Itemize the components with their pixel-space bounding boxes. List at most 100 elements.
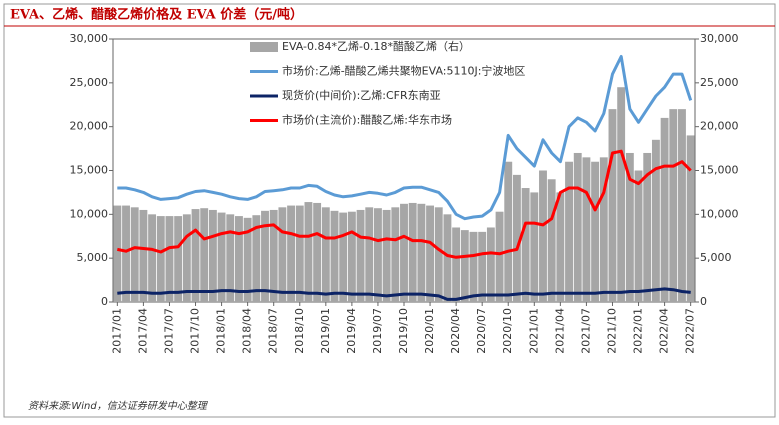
- bar: [200, 208, 209, 302]
- bar: [573, 152, 582, 302]
- y-tick-label: 15,000: [70, 164, 109, 177]
- x-tick-label: 2020/10: [501, 308, 514, 354]
- bar: [347, 211, 356, 302]
- bar: [217, 212, 226, 302]
- legend-label: EVA-0.84*乙烯-0.18*醋酸乙烯（右）: [282, 39, 470, 53]
- bar: [269, 209, 278, 302]
- x-tick-label: 2020/01: [423, 308, 436, 354]
- bar: [539, 170, 547, 302]
- bar: [278, 207, 287, 302]
- bar: [261, 210, 269, 302]
- bar: [243, 217, 252, 302]
- bar: [130, 207, 139, 302]
- x-tick-label: 2017/07: [162, 308, 175, 354]
- bar: [365, 207, 374, 302]
- bar: [235, 216, 243, 302]
- bar: [382, 209, 391, 302]
- bar: [287, 205, 296, 302]
- chart-title: EVA、乙烯、醋酸乙烯价格及 EVA 价差（元/吨）: [10, 7, 303, 23]
- bar: [174, 216, 183, 302]
- x-tick-label: 2018/01: [215, 308, 228, 354]
- y2-tick-label: 20,000: [700, 120, 739, 133]
- bar: [295, 205, 304, 302]
- y-tick-label: 25,000: [70, 76, 109, 89]
- bar: [339, 212, 348, 302]
- line-series: [116, 149, 692, 259]
- line-series: [117, 55, 693, 221]
- bar: [608, 109, 617, 302]
- bar: [634, 170, 643, 302]
- bar: [443, 214, 452, 302]
- bar: [321, 207, 330, 302]
- bar: [651, 139, 660, 302]
- bar: [182, 214, 191, 302]
- bar: [617, 87, 626, 302]
- bar: [504, 161, 513, 302]
- bar: [356, 209, 365, 302]
- bar: [156, 216, 165, 302]
- legend-label: 市场价(主流价):醋酸乙烯:华东市场: [282, 113, 452, 127]
- bar: [113, 205, 122, 302]
- y-tick-label: 5,000: [77, 251, 109, 264]
- bar: [521, 188, 530, 302]
- line-series: [117, 287, 691, 301]
- x-tick-label: 2019/01: [319, 308, 332, 354]
- x-tick-label: 2020/04: [449, 308, 462, 354]
- x-tick-label: 2021/04: [553, 308, 566, 354]
- x-tick-label: 2021/07: [579, 308, 592, 354]
- bar: [643, 152, 652, 302]
- bar: [678, 109, 686, 302]
- bar: [426, 205, 435, 302]
- source-note: 资料来源:Wind，信达证券研发中心整理: [28, 400, 209, 412]
- x-tick-label: 2018/04: [241, 308, 254, 354]
- bar: [313, 202, 322, 302]
- legend-swatch: [250, 42, 278, 52]
- x-tick-label: 2021/10: [605, 308, 618, 354]
- y-tick-label: 20,000: [70, 120, 109, 133]
- bar: [460, 230, 469, 302]
- legend-label: 现货价(中间价):乙烯:CFR东南亚: [282, 88, 441, 102]
- bar: [373, 208, 382, 302]
- bar: [208, 209, 217, 302]
- bar: [226, 214, 235, 302]
- bar: [547, 179, 556, 302]
- x-tick-label: 2020/07: [475, 308, 488, 354]
- bar: [191, 209, 200, 302]
- bar: [304, 202, 313, 302]
- y2-tick-label: 25,000: [700, 76, 739, 89]
- bar: [252, 215, 261, 302]
- x-tick-label: 2017/01: [110, 308, 123, 354]
- bar: [122, 205, 130, 302]
- x-tick-label: 2019/07: [371, 308, 384, 354]
- bar: [686, 135, 695, 302]
- bar: [556, 192, 565, 302]
- legend-label: 市场价:乙烯-醋酸乙烯共聚物EVA:5110J:宁波地区: [282, 64, 525, 78]
- y-tick-label: 30,000: [70, 32, 109, 45]
- y-tick-label: 10,000: [70, 207, 109, 220]
- bar: [530, 192, 539, 302]
- bar: [512, 174, 521, 302]
- bar: [599, 157, 608, 302]
- bar: [469, 231, 478, 302]
- bar: [591, 161, 600, 302]
- x-tick-label: 2022/01: [632, 308, 645, 354]
- bar: [391, 207, 400, 302]
- bar: [582, 157, 591, 302]
- bar: [434, 207, 443, 302]
- bar: [625, 152, 634, 302]
- bar: [417, 203, 426, 302]
- frame: [3, 3, 776, 418]
- y-tick-label: 0: [101, 295, 108, 308]
- bar: [495, 211, 504, 302]
- x-tick-label: 2022/04: [658, 308, 671, 354]
- x-tick-label: 2018/07: [267, 308, 280, 354]
- y2-tick-label: 5,000: [700, 251, 732, 264]
- bar: [330, 210, 339, 302]
- bar: [400, 203, 408, 302]
- bar: [478, 231, 487, 302]
- bar: [165, 216, 174, 302]
- y2-tick-label: 10,000: [700, 207, 739, 220]
- y2-tick-label: 0: [700, 295, 707, 308]
- bar: [408, 202, 417, 302]
- x-tick-label: 2018/10: [293, 308, 306, 354]
